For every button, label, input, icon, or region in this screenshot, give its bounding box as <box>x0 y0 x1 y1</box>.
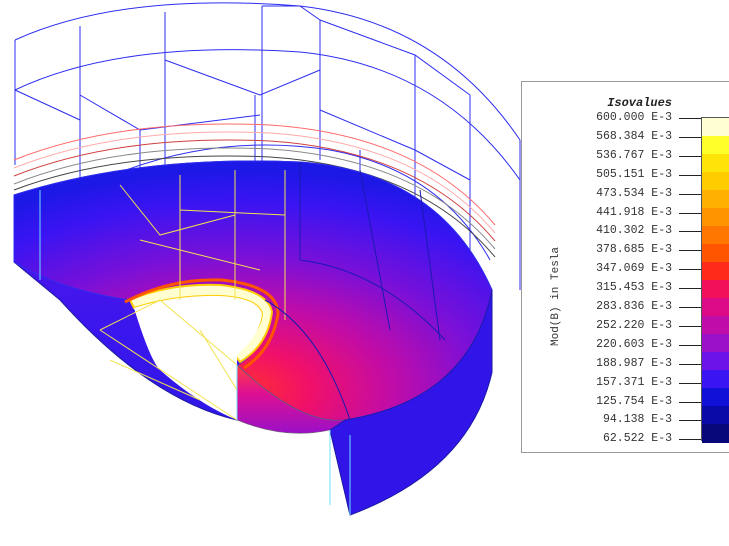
legend-value-label: 157.371 E-3 <box>596 375 672 389</box>
legend-swatch <box>702 118 729 137</box>
legend-value-label: 473.534 E-3 <box>596 186 672 200</box>
legend-tick <box>679 269 701 271</box>
legend-value-label: 220.603 E-3 <box>596 337 672 351</box>
legend-swatch <box>702 316 729 335</box>
legend-tick <box>679 420 701 422</box>
legend-value-label: 125.754 E-3 <box>596 394 672 408</box>
legend-tick <box>679 439 701 441</box>
inner-bore <box>134 295 262 420</box>
legend-swatch <box>702 370 729 389</box>
legend-value-label: 568.384 E-3 <box>596 129 672 143</box>
legend-tick <box>679 401 701 403</box>
legend-swatch <box>702 280 729 299</box>
legend-tick <box>679 231 701 233</box>
legend-tick <box>679 288 701 290</box>
legend-swatch <box>702 172 729 191</box>
legend-value-label: 283.836 E-3 <box>596 300 672 313</box>
legend-swatch <box>702 136 729 155</box>
legend-value-label: 378.685 E-3 <box>596 243 672 257</box>
legend-swatch <box>702 190 729 209</box>
solid-side-face-right <box>329 289 493 516</box>
legend-swatch <box>702 262 729 281</box>
legend-swatch <box>702 298 729 317</box>
isovalue-legend: Isovalues Mod(B) in Tesla 600.000 E-3 568… <box>521 81 729 453</box>
legend-value-label: 347.069 E-3 <box>596 262 672 276</box>
legend-tick <box>679 136 701 138</box>
legend-swatch <box>702 244 729 263</box>
legend-value-label: 410.302 E-3 <box>596 224 672 238</box>
coil-outline-rings <box>13 123 496 258</box>
inner-mesh <box>99 170 286 421</box>
legend-swatch <box>702 208 729 227</box>
legend-tick <box>679 344 701 346</box>
legend-swatch <box>702 154 729 173</box>
legend-tick <box>679 155 701 157</box>
legend-swatch <box>702 334 729 353</box>
legend-tick <box>679 307 701 308</box>
legend-value-label: 188.987 E-3 <box>596 356 672 370</box>
legend-value-label: 441.918 E-3 <box>596 205 672 219</box>
legend-value-label: 505.151 E-3 <box>596 167 672 181</box>
legend-swatch <box>702 424 729 443</box>
legend-tick <box>679 118 701 119</box>
legend-value-label: 94.138 E-3 <box>602 413 672 427</box>
legend-value-label: 252.220 E-3 <box>596 318 672 332</box>
legend-swatch <box>702 226 729 245</box>
legend-tick <box>679 174 701 176</box>
lower-wireframe <box>264 162 446 421</box>
legend-tick <box>679 193 701 195</box>
legend-tick <box>679 212 701 214</box>
legend-swatch <box>702 388 729 407</box>
legend-swatch <box>702 406 729 425</box>
legend-tick <box>679 382 701 384</box>
legend-tick <box>679 250 701 252</box>
legend-tick <box>679 325 701 327</box>
legend-value-label: 315.453 E-3 <box>596 281 672 295</box>
legend-color-bar <box>701 117 729 443</box>
wall-mesh-lines <box>39 190 351 515</box>
legend-tick <box>679 363 701 365</box>
legend-value-label: 600.000 E-3 <box>596 111 672 124</box>
legend-value-label: 536.767 E-3 <box>596 148 672 162</box>
legend-title: Isovalues <box>607 96 672 110</box>
legend-swatch <box>702 352 729 371</box>
legend-value-label: 62.522 E-3 <box>602 432 672 446</box>
coil-hotspot-edge <box>124 278 280 370</box>
